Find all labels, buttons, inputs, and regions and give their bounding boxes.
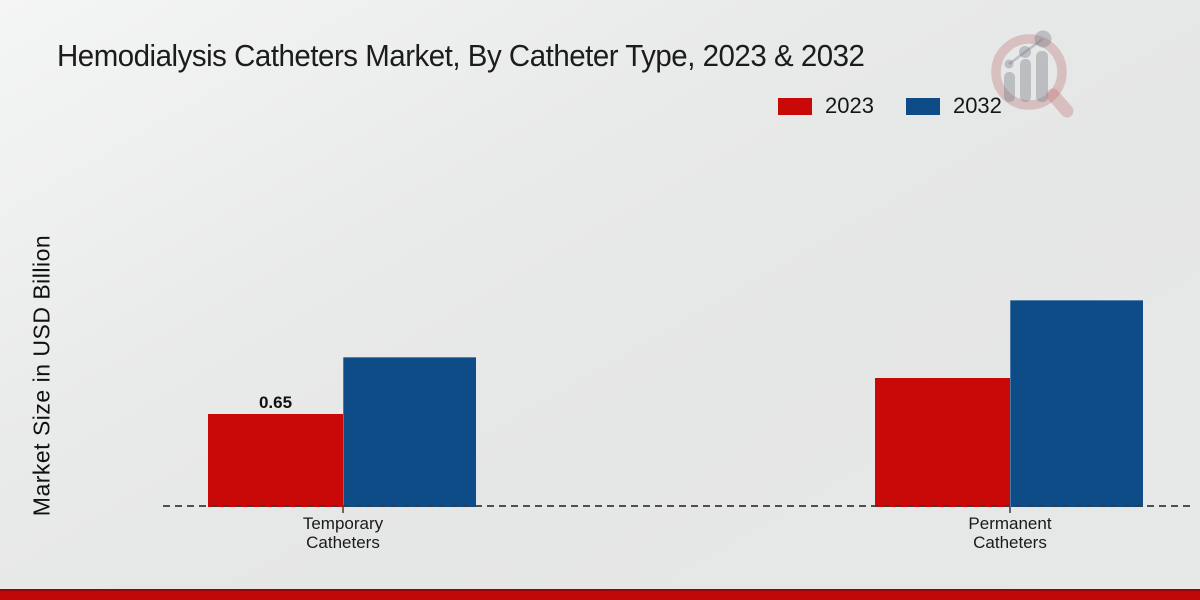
legend-swatch-2023 bbox=[778, 97, 812, 115]
legend-item-2032: 2032 bbox=[905, 93, 1002, 119]
legend: 2023 2032 bbox=[778, 93, 1002, 119]
legend-item-2023: 2023 bbox=[778, 93, 874, 119]
bottom-accent-stripe bbox=[0, 589, 1200, 600]
bar-temporary-catheters-2023 bbox=[208, 414, 343, 507]
chart-title: Hemodialysis Catheters Market, By Cathet… bbox=[57, 38, 865, 73]
legend-label-2023: 2023 bbox=[825, 93, 874, 118]
magnifier-bar-chart-logo-icon bbox=[991, 30, 1074, 118]
x-axis-category-label-temporary-catheters: Temporary Catheters bbox=[302, 514, 384, 552]
x-axis-category-label-permanent-catheters: Permanent Catheters bbox=[968, 514, 1052, 552]
legend-swatch-2032 bbox=[905, 97, 940, 115]
bar-temporary-catheters-2032 bbox=[343, 357, 476, 507]
y-axis-label: Market Size in USD Billion bbox=[28, 234, 55, 517]
legend-label-2032: 2032 bbox=[952, 93, 1002, 118]
bar-value-label-temporary-catheters-2023: 0.65 bbox=[258, 393, 293, 412]
bar-permanent-catheters-2032 bbox=[1010, 300, 1143, 507]
bar-permanent-catheters-2023 bbox=[875, 378, 1010, 507]
